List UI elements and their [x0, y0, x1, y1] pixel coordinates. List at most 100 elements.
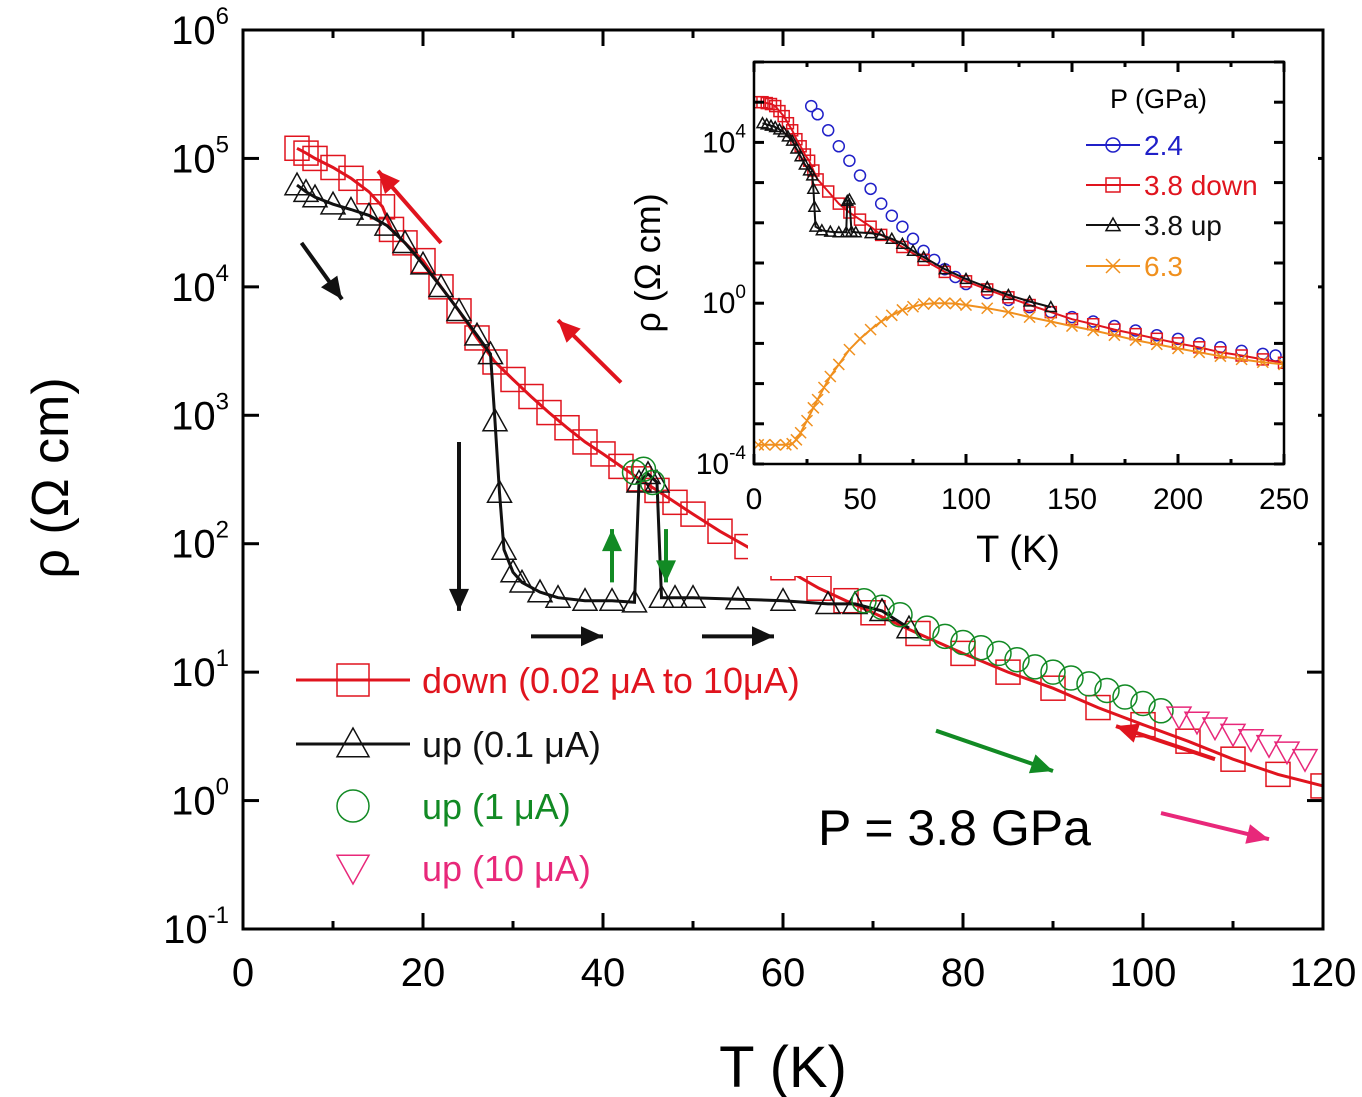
inset-series-3-point [864, 323, 877, 336]
inset-series-3-point [817, 381, 830, 394]
legend-label: down (0.02 μA to 10μA) [422, 660, 800, 701]
inset-series-3-point [906, 300, 920, 313]
inset-series-3-point [959, 299, 973, 312]
inset-series-2-point [776, 125, 791, 138]
inset-y-tick-label: 100 [702, 282, 746, 320]
main-series-3-point [1165, 706, 1193, 731]
main-arrows [299, 169, 1270, 844]
main-series-1-point [571, 587, 599, 612]
main-x-tick-label: 60 [761, 951, 806, 995]
inset-x-tick-label: 0 [746, 483, 763, 516]
direction-arrow-head [581, 626, 603, 647]
main-series-2-point [968, 634, 994, 661]
inset-series-1-point [1256, 353, 1270, 366]
main-y-tick-label: 103 [171, 388, 229, 438]
inset-series-group [754, 95, 1284, 451]
inset-legend-marker [1105, 137, 1121, 153]
main-series-1-point [868, 597, 896, 622]
inset-series-2-point [848, 225, 863, 238]
main-series-1-point [373, 212, 401, 236]
inset-series-3-point [949, 297, 962, 310]
main-series-0-point [410, 247, 436, 274]
inset-series-2-point [805, 168, 820, 181]
main-series-2-point [869, 594, 895, 621]
main-series-1-point [409, 250, 437, 275]
main-series-1-point [427, 273, 455, 298]
main-series-0-point [536, 399, 562, 426]
main-y-tick-label: 100 [171, 774, 229, 824]
main-series-0-point [833, 587, 859, 614]
inset-series-3-point [811, 393, 824, 406]
main-series-2-point [851, 587, 877, 614]
inset-series-0-point [821, 124, 835, 137]
main-series-0-point [284, 135, 310, 162]
main-x-axis-label: T (K) [719, 1035, 847, 1097]
inset-y-tick-label: 10-4 [696, 443, 747, 481]
inset-series-3-point [1108, 329, 1121, 342]
inset-axis-ticks: 0 50 100 150 200 250 10-4 100 104 [696, 60, 1309, 516]
main-x-tick-label: 20 [401, 951, 446, 995]
main-series-2-point [1112, 684, 1138, 710]
main-x-tick-label: 120 [1290, 951, 1357, 995]
main-series-1-point [544, 584, 572, 609]
legend-label: up (10 μA) [422, 848, 591, 889]
main-legend: down (0.02 μA to 10μA) up (0.1 μA) up (1 μ… [296, 660, 800, 889]
inset-series-3-point [1256, 356, 1269, 369]
inset-series-0-point [864, 182, 877, 196]
direction-arrow-head [1245, 824, 1269, 844]
legend-marker [335, 854, 371, 886]
main-series-1-point [337, 195, 365, 220]
inset-series-2-point [823, 224, 838, 237]
inset-series-2-point [980, 280, 994, 293]
inset-series-3-point [1171, 342, 1185, 355]
main-series-3-point [1255, 734, 1283, 759]
inset-series-2-point [832, 225, 846, 238]
inset-series-2-point [806, 181, 821, 194]
main-series-2-point [1076, 671, 1102, 697]
legend-label: up (1 μA) [422, 786, 571, 827]
main-series-2-point [1130, 690, 1156, 717]
inset-x-axis-label: T (K) [976, 529, 1060, 571]
inset-series-3-point [853, 332, 867, 345]
inset-series-0-point [811, 108, 824, 121]
main-series-0-point [905, 620, 931, 647]
main-series-1-point [445, 297, 473, 322]
main-series-group [283, 135, 1323, 799]
inset-series-0-point [832, 140, 846, 153]
inset-legend-label: 2.4 [1144, 130, 1183, 161]
main-series-1-point [679, 584, 707, 609]
inset-series-0-point [843, 154, 856, 167]
inset-series-2-point [1001, 287, 1016, 301]
inset-series-2-point [885, 231, 899, 244]
inset-series-3-point [1129, 334, 1142, 347]
main-series-1-point [621, 588, 648, 613]
inset-series-2-point [874, 227, 888, 241]
legend-marker [335, 726, 371, 758]
inset-series-1-point [807, 164, 820, 177]
inset-series-3-point [896, 303, 909, 316]
main-series-0-point [500, 366, 526, 393]
inset-series-2-point [842, 192, 857, 205]
main-x-tick-label: 40 [581, 951, 626, 995]
main-series-1-point [301, 183, 329, 208]
inset-legend-label: 6.3 [1144, 251, 1183, 282]
inset-series-3-point [824, 370, 837, 383]
direction-arrow-head [1028, 754, 1053, 774]
main-series-2-point [639, 469, 666, 496]
inset-series-1-point [864, 220, 877, 233]
main-series-1-point [355, 201, 383, 226]
inset-x-tick-label: 200 [1153, 483, 1203, 516]
inset-series-3-point [938, 297, 951, 310]
legend-marker [336, 789, 370, 823]
inset-series-3-point [1044, 315, 1057, 328]
inset-series-2-point [840, 193, 855, 207]
main-series-3-point [1219, 723, 1247, 748]
main-series-0-point [338, 165, 364, 192]
main-series-1-point [769, 587, 797, 612]
inset-series-3-point [1065, 320, 1079, 333]
inset-series-1-point [1065, 312, 1079, 326]
main-series-1-point [319, 190, 347, 215]
main-series-1-point [463, 321, 491, 346]
legend-label: up (0.1 μA) [422, 724, 601, 765]
